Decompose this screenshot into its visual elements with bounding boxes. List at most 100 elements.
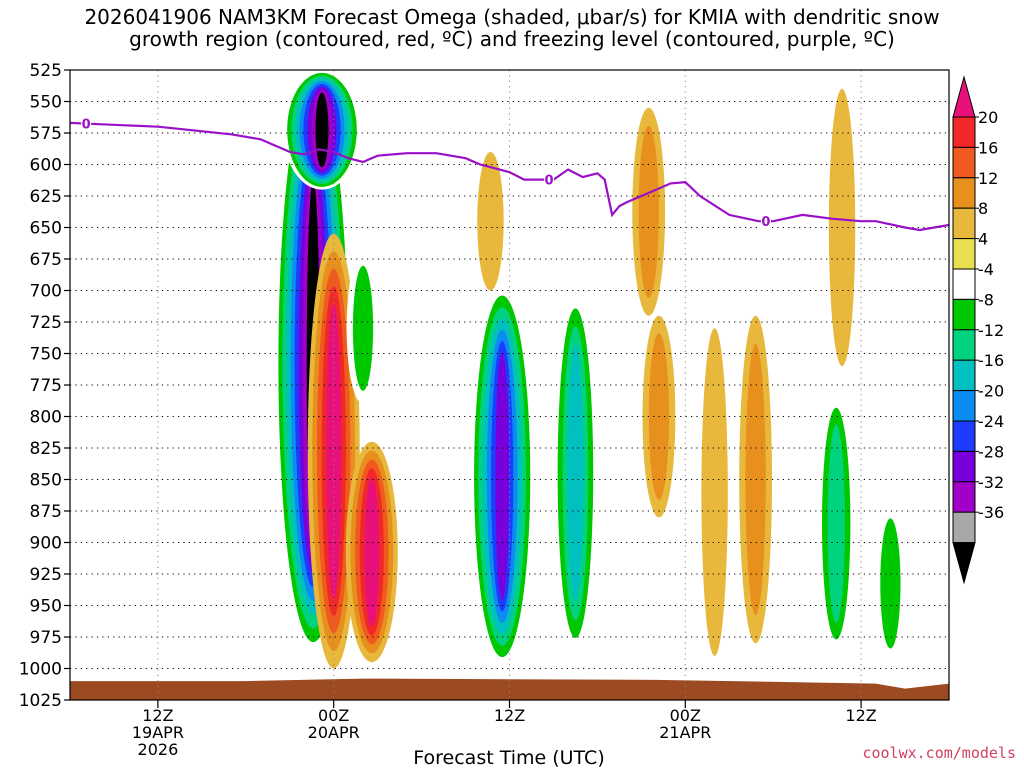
colorbar-segment bbox=[952, 390, 976, 422]
y-tick-label: 700 bbox=[30, 282, 62, 302]
omega-cell bbox=[283, 70, 361, 190]
y-tick-label: 525 bbox=[30, 61, 62, 81]
credit-text: coolwx.com/models bbox=[862, 744, 1016, 762]
colorbar-label: -12 bbox=[978, 321, 1004, 340]
freezing-level-label: 0 bbox=[545, 174, 554, 189]
y-tick-label: 600 bbox=[30, 156, 62, 176]
colorbar-segment bbox=[952, 329, 976, 361]
omega-contour bbox=[477, 151, 504, 291]
omega-cell bbox=[345, 441, 398, 663]
title-line-2: growth region (contoured, red, ºC) and f… bbox=[129, 27, 895, 51]
x-tick-label: 00Z bbox=[318, 706, 349, 725]
x-tick-label: 21APR bbox=[659, 723, 711, 742]
colorbar-segment bbox=[952, 481, 976, 513]
y-axis: 525 550 575 600 625 650 675 700 725 750 775 800 825 8… bbox=[19, 61, 70, 711]
y-tick-label: 925 bbox=[30, 565, 62, 585]
title-line-1: 2026041906 NAM3KM Forecast Omega (shaded… bbox=[84, 5, 940, 29]
omega-contour bbox=[326, 303, 342, 599]
x-tick-label: 2026 bbox=[138, 740, 179, 759]
y-tick-label: 875 bbox=[30, 502, 62, 522]
omega-contour bbox=[827, 424, 845, 623]
colorbar-segment bbox=[952, 75, 976, 118]
y-tick-label: 575 bbox=[30, 124, 62, 144]
colorbar-label: 12 bbox=[978, 169, 998, 188]
y-tick-label: 550 bbox=[30, 93, 62, 113]
omega-cell bbox=[874, 504, 907, 663]
x-tick-label: 00Z bbox=[670, 706, 701, 725]
colorbar-label: -8 bbox=[978, 290, 994, 309]
colorbar-label: 16 bbox=[978, 138, 998, 157]
x-axis-title: Forecast Time (UTC) bbox=[413, 747, 604, 768]
colorbar-label: -4 bbox=[978, 260, 994, 279]
colorbar-label: -20 bbox=[978, 382, 1004, 401]
colorbar-segment bbox=[952, 450, 976, 483]
omega-contour bbox=[352, 265, 374, 391]
omega-cell bbox=[632, 107, 666, 316]
colorbar-segment bbox=[952, 420, 976, 452]
omega-contour bbox=[828, 88, 856, 367]
freezing-level-label: 0 bbox=[82, 118, 91, 133]
colorbar-label: 20 bbox=[978, 108, 998, 127]
omega-cell bbox=[816, 391, 856, 656]
colorbar-segment bbox=[952, 116, 976, 148]
omega-cell bbox=[477, 151, 504, 291]
omega-contour bbox=[315, 92, 329, 168]
y-tick-label: 800 bbox=[30, 408, 62, 428]
omega-contour bbox=[638, 125, 659, 298]
colorbar-label: 4 bbox=[978, 230, 988, 249]
y-tick-label: 675 bbox=[30, 250, 62, 270]
colorbar-label: -16 bbox=[978, 351, 1004, 370]
freezing-level-label: 0 bbox=[761, 215, 770, 230]
omega-contour bbox=[567, 344, 584, 603]
omega-cell bbox=[828, 88, 856, 367]
x-tick-label: 12Z bbox=[494, 706, 525, 725]
omega-contour bbox=[745, 344, 766, 615]
omega-shading bbox=[274, 70, 907, 669]
y-tick-label: 750 bbox=[30, 345, 62, 365]
colorbar-label: -36 bbox=[978, 503, 1004, 522]
omega-contour bbox=[880, 518, 901, 649]
y-tick-label: 975 bbox=[30, 628, 62, 648]
terrain bbox=[70, 678, 949, 700]
omega-contour bbox=[364, 477, 380, 627]
colorbar-segment bbox=[952, 238, 976, 270]
y-tick-label: 1000 bbox=[19, 660, 62, 680]
colorbar-segment bbox=[952, 359, 976, 392]
omega-cell bbox=[739, 315, 773, 644]
y-tick-label: 650 bbox=[30, 219, 62, 239]
x-tick-label: 12Z bbox=[142, 706, 173, 725]
colorbar-segment bbox=[952, 268, 976, 300]
y-tick-label: 900 bbox=[30, 534, 62, 554]
x-tick-label: 12Z bbox=[845, 706, 876, 725]
y-tick-label: 825 bbox=[30, 439, 62, 459]
freezing-level-label-bg bbox=[81, 116, 92, 131]
colorbar-segment bbox=[952, 298, 976, 331]
colorbar-label: 8 bbox=[978, 199, 988, 218]
freezing-level-label-bg bbox=[544, 172, 555, 187]
colorbar: 20 16 12 8 4 -4 -8 -12 -16 -20 -24 -28 -32 -36 bbox=[952, 75, 1004, 585]
freezing-level-line bbox=[70, 121, 949, 232]
y-tick-label: 1025 bbox=[19, 691, 62, 711]
colorbar-label: -24 bbox=[978, 412, 1004, 431]
colorbar-segment bbox=[952, 177, 976, 209]
y-tick-label: 850 bbox=[30, 471, 62, 491]
colorbar-segment bbox=[952, 146, 976, 179]
colorbar-segment bbox=[952, 511, 976, 544]
colorbar-label: -32 bbox=[978, 473, 1004, 492]
y-tick-label: 725 bbox=[30, 313, 62, 333]
omega-cell bbox=[701, 328, 728, 656]
x-tick-label: 20APR bbox=[308, 723, 360, 742]
y-tick-label: 775 bbox=[30, 376, 62, 396]
freezing-level-label-bg bbox=[760, 214, 771, 229]
omega-cell bbox=[552, 290, 599, 656]
colorbar-label: -28 bbox=[978, 442, 1004, 461]
colorbar-segment bbox=[952, 542, 976, 585]
ground-surface bbox=[70, 678, 949, 700]
chart-title: 2026041906 NAM3KM Forecast Omega (shaded… bbox=[0, 6, 1024, 50]
omega-cell bbox=[346, 252, 380, 404]
omega-contour bbox=[701, 328, 728, 656]
omega-cell bbox=[469, 284, 535, 669]
y-tick-label: 625 bbox=[30, 187, 62, 207]
